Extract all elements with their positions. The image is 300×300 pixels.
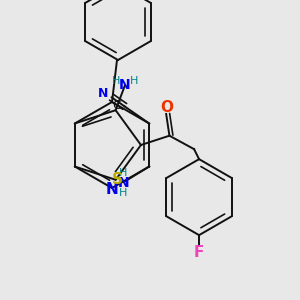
Text: F: F (194, 244, 204, 260)
Text: N: N (106, 182, 118, 197)
Text: C: C (112, 99, 121, 112)
Text: N: N (98, 87, 109, 100)
Text: N: N (119, 78, 130, 92)
Text: O: O (161, 100, 174, 116)
Text: H: H (112, 76, 120, 86)
Text: H: H (130, 76, 138, 86)
Text: H: H (119, 168, 128, 178)
Text: H: H (119, 188, 128, 198)
Text: S: S (112, 172, 123, 187)
Text: N: N (118, 176, 129, 190)
